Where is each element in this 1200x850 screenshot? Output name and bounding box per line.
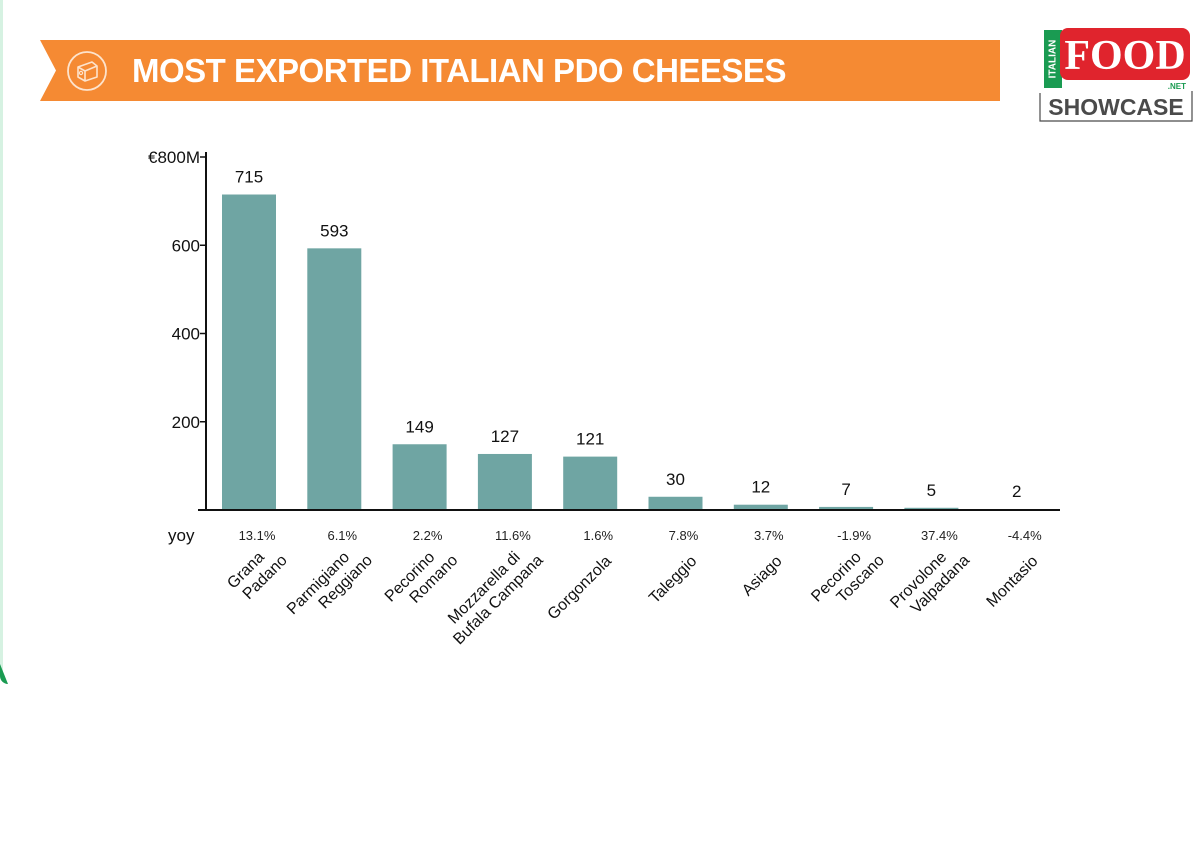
bar	[222, 194, 276, 510]
y-tick-label: 400	[172, 325, 200, 344]
bar	[392, 444, 447, 510]
y-tick-label: 200	[172, 413, 200, 432]
data-label: 7	[841, 480, 850, 499]
frame-corner	[0, 664, 8, 684]
category-label: GranaPadano	[224, 539, 290, 605]
yoy-value: 7.8%	[669, 528, 699, 543]
category-label: PecorinoToscano	[808, 539, 888, 619]
yoy-value: 6.1%	[327, 528, 357, 543]
cheese-icon	[67, 51, 107, 91]
data-label: 121	[576, 430, 604, 449]
svg-text:.NET: .NET	[1168, 82, 1186, 91]
data-label: 593	[320, 221, 348, 240]
yoy-value: 13.1%	[239, 528, 276, 543]
yoy-row-label: yoy	[168, 526, 195, 545]
yoy-value: 37.4%	[921, 528, 958, 543]
page-title: MOST EXPORTED ITALIAN PDO CHEESES	[132, 52, 786, 89]
bar	[819, 506, 874, 510]
yoy-value: 3.7%	[754, 528, 784, 543]
svg-text:SHOWCASE: SHOWCASE	[1048, 94, 1183, 120]
bar	[733, 504, 788, 510]
data-label: 715	[235, 168, 263, 187]
bar	[904, 507, 959, 510]
yoy-value: -4.4%	[1008, 528, 1042, 543]
svg-text:FOOD: FOOD	[1064, 33, 1185, 79]
category-label: PecorinoRomano	[382, 539, 462, 619]
category-label: ParmigianoReggiano	[284, 539, 376, 631]
category-label: Montasio	[984, 553, 1042, 611]
data-label: 2	[1012, 482, 1021, 501]
yoy-value: 1.6%	[583, 528, 613, 543]
y-tick-label: 600	[172, 236, 200, 255]
category-label: Asiago	[739, 553, 786, 600]
frame-border	[0, 0, 3, 672]
category-label: Mozzarella diBufala Campana	[437, 539, 546, 648]
y-tick-label: €800M	[148, 148, 200, 167]
bar	[477, 453, 532, 510]
data-label: 12	[751, 478, 770, 497]
data-label: 149	[405, 417, 433, 436]
bar	[648, 496, 703, 510]
data-label: 127	[491, 427, 519, 446]
data-label: 5	[927, 481, 936, 500]
svg-text:ITALIAN: ITALIAN	[1048, 40, 1059, 79]
bar	[563, 456, 618, 510]
title-banner	[40, 40, 1000, 101]
yoy-value: -1.9%	[837, 528, 871, 543]
yoy-value: 11.6%	[495, 528, 531, 543]
italianfood-showcase-logo: ITALIAN FOOD .NET SHOWCASE	[1039, 28, 1193, 122]
category-label: ProvoloneValpadana	[887, 539, 973, 625]
bar	[307, 248, 362, 510]
data-label: 30	[666, 470, 685, 489]
yoy-value: 2.2%	[413, 528, 443, 543]
category-label: Gorgonzola	[545, 553, 616, 624]
category-label: Taleggio	[646, 553, 700, 607]
